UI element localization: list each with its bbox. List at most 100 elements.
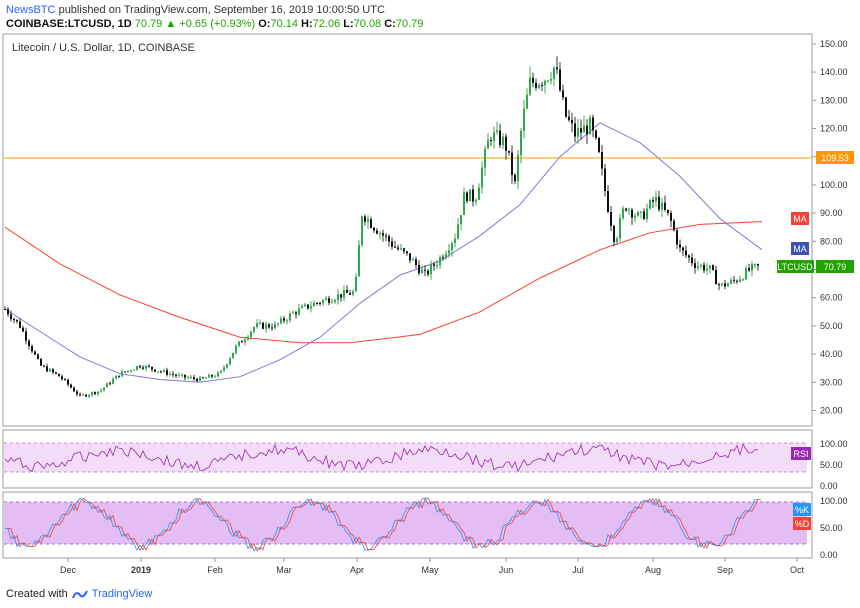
candle	[706, 263, 708, 275]
stoch-band	[4, 502, 807, 544]
candle	[466, 191, 468, 204]
price-tick-label: 60.00	[820, 293, 843, 303]
candle	[229, 356, 231, 366]
stoch-tick-label: 0.00	[820, 550, 838, 560]
candle	[313, 300, 315, 307]
candle	[700, 263, 702, 269]
candle	[16, 319, 18, 324]
candle	[208, 373, 210, 378]
hline-price-tag	[816, 151, 854, 164]
candle	[571, 112, 573, 133]
candle	[616, 236, 618, 246]
candle	[370, 216, 372, 229]
candle	[442, 254, 444, 261]
candle	[526, 88, 528, 110]
candle	[400, 243, 402, 251]
candle	[487, 133, 489, 149]
stoch-axis: 100.00 50.00 0.00	[820, 496, 848, 560]
price-axis[interactable]: 150.00140.00130.00120.00110.00100.0090.0…	[812, 39, 848, 416]
candle	[157, 371, 159, 374]
candle	[286, 318, 288, 325]
candle	[619, 214, 621, 243]
candle	[64, 378, 66, 381]
candle	[550, 71, 552, 85]
candle	[502, 133, 504, 149]
candle	[253, 326, 255, 335]
created-with-text: Created with	[6, 588, 68, 600]
d-tag	[793, 517, 811, 530]
candle	[679, 239, 681, 253]
candle	[586, 119, 588, 145]
candle	[538, 83, 540, 90]
stoch-tick-label: 100.00	[820, 496, 848, 506]
rsi-tick-label: 0.00	[820, 481, 838, 491]
candle	[283, 315, 285, 324]
candle	[541, 81, 543, 92]
candle	[421, 265, 423, 274]
candle	[40, 357, 42, 367]
candle	[52, 368, 54, 375]
candle	[241, 340, 243, 343]
candle	[124, 371, 126, 373]
low-label: L:	[343, 18, 354, 30]
price-pane[interactable]	[2, 33, 813, 427]
candle	[478, 183, 480, 201]
candle	[76, 389, 78, 397]
candle	[244, 336, 246, 346]
pane-title: Litecoin / U.S. Dollar, 1D, COINBASE	[12, 42, 195, 54]
candle	[85, 393, 87, 398]
candle	[373, 226, 375, 233]
rsi-tag	[791, 447, 811, 460]
tradingview-link[interactable]: TradingView	[91, 588, 153, 600]
candle	[514, 173, 516, 185]
candle	[58, 373, 60, 377]
candle	[601, 144, 603, 176]
candle	[49, 367, 51, 373]
candle	[37, 353, 39, 360]
candle	[259, 319, 261, 325]
candle	[415, 256, 417, 269]
time-tick-label: Jun	[499, 565, 514, 575]
candle	[148, 363, 150, 368]
price-tick-label: 150.00	[820, 39, 848, 49]
candle	[736, 279, 738, 284]
candle	[130, 369, 132, 373]
ohlc-line: COINBASE:LTCUSD, 1D 70.79 ▲ +0.65 (+0.93…	[6, 18, 423, 30]
stoch-tick-label: 50.00	[820, 523, 843, 533]
footer: Created with TradingView	[6, 588, 152, 600]
time-axis[interactable]: Dec 2019 Feb Mar Apr May Jun Jul Aug Sep Oct	[60, 558, 805, 575]
candle	[604, 164, 606, 197]
price-tick-label: 100.00	[820, 180, 848, 190]
time-tick-label: Mar	[276, 565, 292, 575]
candle	[751, 261, 753, 277]
candlestick-series[interactable]	[4, 56, 759, 398]
last-price-tag-text: 70.79	[824, 262, 847, 272]
candle	[160, 370, 162, 374]
d-tag-text: %D	[795, 519, 810, 529]
candle	[190, 375, 192, 379]
candle	[670, 210, 672, 228]
candle	[274, 320, 276, 330]
candle	[445, 250, 447, 260]
candle	[139, 364, 141, 369]
candle	[511, 145, 513, 184]
candle	[754, 263, 756, 269]
candle	[268, 322, 270, 329]
candle	[271, 323, 273, 331]
candle	[637, 210, 639, 217]
candle	[163, 368, 165, 373]
candle	[655, 190, 657, 208]
candle	[742, 278, 744, 281]
candle	[364, 214, 366, 226]
candle	[607, 185, 609, 214]
candle	[169, 371, 171, 377]
candle	[748, 263, 750, 273]
candle	[739, 275, 741, 283]
publisher-link[interactable]: NewsBTC	[6, 4, 56, 16]
candle	[19, 318, 21, 329]
candle	[100, 388, 102, 393]
candle	[31, 344, 33, 354]
candle	[103, 387, 105, 392]
candle	[424, 265, 426, 277]
